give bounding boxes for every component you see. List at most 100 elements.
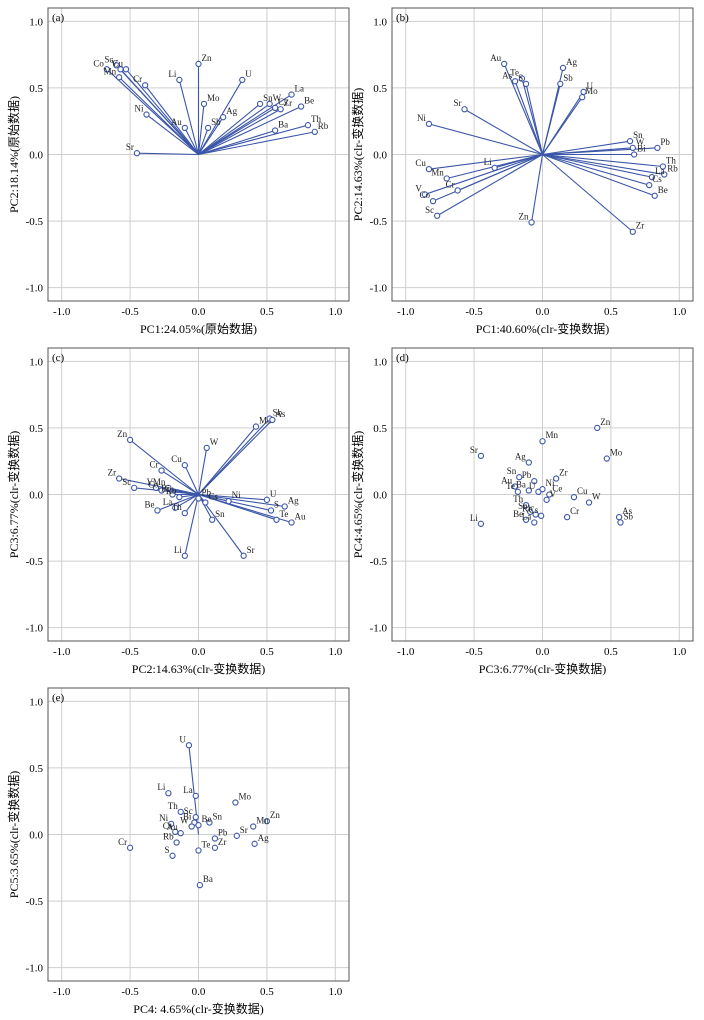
point-Mn <box>115 74 123 81</box>
point-U <box>185 742 193 749</box>
x-tick-label: 1.0 <box>328 646 342 658</box>
point-Cr <box>126 844 134 851</box>
point-label-V: V <box>415 183 422 193</box>
point-label-As: As <box>502 70 512 80</box>
point-label-Cs: Cs <box>163 821 173 831</box>
loading-vector-Ag <box>198 116 224 155</box>
point-Sn <box>626 138 634 145</box>
point-W <box>266 100 273 108</box>
panel-d: -1.0 -1.0 -0.5 -0.5 0.0 0.0 0.5 0.5 1.0 1.0 (d) PC3… <box>350 347 694 676</box>
y-tick-label: -0.5 <box>26 556 44 568</box>
loading-vector-Sb <box>197 127 209 155</box>
point-U <box>239 76 246 84</box>
x-tick-label: 0.0 <box>192 986 206 998</box>
loading-vector-Cr <box>161 470 199 495</box>
point-label-S: S <box>164 845 169 855</box>
point-Li <box>176 76 183 84</box>
loading-vector-As <box>198 419 273 495</box>
point-Sb <box>617 519 624 526</box>
point-label-Be: Be <box>304 96 314 106</box>
loading-vector-W <box>198 103 270 155</box>
y-tick-label: -1.0 <box>370 623 388 635</box>
point-label-Ag: Ag <box>226 106 237 116</box>
point-label-Ni: Ni <box>417 113 426 123</box>
point-Zr <box>553 475 560 482</box>
y-axis-label: PC2:18.14%(原始数据) <box>6 96 21 213</box>
point-Sr <box>133 150 141 157</box>
panel-label: (c) <box>52 352 65 364</box>
point-label-La: La <box>295 84 305 94</box>
loading-vector-Cu <box>125 68 199 155</box>
point-Th <box>181 509 188 517</box>
point-Be <box>154 507 161 514</box>
y-tick-label: -1.0 <box>26 283 44 295</box>
loading-vector-Au <box>503 63 544 155</box>
panel-b: -1.0 -1.0 -0.5 -0.5 0.0 0.0 0.5 0.5 1.0 1.0 (b) PC1… <box>350 7 694 336</box>
loading-vector-La <box>174 494 199 509</box>
point-label-Te: Te <box>202 839 211 849</box>
point-label-Ba: Ba <box>516 480 526 490</box>
point-Au <box>501 60 508 68</box>
point-label-Mo: Mo <box>259 416 272 426</box>
point-La <box>648 173 656 181</box>
point-label-Ag: Ag <box>566 57 577 67</box>
loading-vector-Be <box>542 153 655 197</box>
y-tick-label: -1.0 <box>370 283 388 295</box>
point-Zn <box>263 818 271 825</box>
point-Ni <box>425 120 433 128</box>
point-label-Be: Be <box>658 185 668 195</box>
point-Sc <box>433 212 441 219</box>
loading-vector-Cr <box>144 84 199 155</box>
loading-vector-S <box>525 83 544 155</box>
point-Zn <box>195 60 202 68</box>
loading-vector-Th <box>542 153 663 168</box>
point-Te <box>195 847 202 854</box>
point-Zr <box>629 228 636 235</box>
point-La <box>288 91 295 98</box>
x-tick-label: -0.5 <box>121 646 139 658</box>
loading-vector-Th <box>198 124 309 156</box>
point-Ni <box>143 111 150 118</box>
point-label-Sb: Sb <box>211 117 221 127</box>
loading-vector-V <box>424 153 543 195</box>
point-label-W: W <box>273 93 282 103</box>
point-label-Sn: Sn <box>263 93 273 103</box>
point-label-S: S <box>518 73 523 83</box>
point-label-W: W <box>180 816 189 826</box>
x-tick-label: -1.0 <box>397 646 415 658</box>
point-label-La: La <box>163 497 173 507</box>
point-label-U: U <box>179 734 186 744</box>
point-label-Sc: Sc <box>184 806 193 816</box>
panel-label: (d) <box>396 352 409 364</box>
point-Cs <box>646 181 653 189</box>
point-label-U: U <box>245 69 252 79</box>
x-tick-label: 1.0 <box>672 306 686 318</box>
point-Cs <box>271 104 279 112</box>
point-label-Li: Li <box>470 513 478 523</box>
point-label-Cr: Cr <box>133 74 142 84</box>
point-label-Sc: Sc <box>104 54 113 64</box>
point-label-S: S <box>274 499 279 509</box>
point-Ba <box>196 881 204 889</box>
point-Rb <box>532 511 539 518</box>
point-Co <box>158 487 165 494</box>
point-Cr <box>454 187 461 194</box>
point-label-Li: Li <box>168 69 176 79</box>
point-label-Cr: Cr <box>118 837 127 847</box>
plot-border <box>391 7 694 302</box>
point-Mn <box>539 438 546 445</box>
x-tick-label: 0.5 <box>604 646 618 658</box>
y-axis-label: PC2:14.63%(clr-变换数据) <box>350 88 365 221</box>
point-label-Zn: Zn <box>600 417 610 427</box>
loading-vector-Rb <box>179 493 199 498</box>
panel-e: -1.0 -1.0 -0.5 -0.5 0.0 0.0 0.5 0.5 1.0 1.0 (e) PC4… <box>6 687 350 1016</box>
x-tick-label: 0.0 <box>536 646 550 658</box>
x-tick-label: -1.0 <box>53 646 71 658</box>
loading-vector-Mn <box>168 487 199 496</box>
point-label-Mn: Mn <box>546 430 559 440</box>
point-Be <box>522 516 530 523</box>
loading-vector-S <box>198 493 272 512</box>
plot-border <box>391 347 694 642</box>
panel-label: (b) <box>396 12 409 24</box>
